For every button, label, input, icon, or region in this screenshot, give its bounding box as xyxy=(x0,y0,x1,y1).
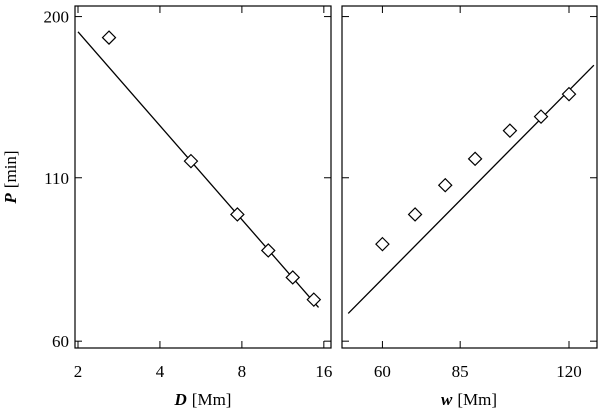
left-data-point xyxy=(285,270,301,285)
x-axis-symbol-left: D xyxy=(174,390,187,409)
left-x-tick-label: 16 xyxy=(315,362,332,381)
right-data-point xyxy=(375,236,390,252)
left-x-tick-label: 4 xyxy=(156,362,165,381)
left-x-tick-labels: 2 4 8 16 xyxy=(74,362,333,381)
left-data-point xyxy=(230,207,245,222)
left-fit-line-group xyxy=(77,31,320,308)
right-x-tick-label: 120 xyxy=(556,362,582,381)
right-data-points xyxy=(375,86,577,252)
plot-frame-right xyxy=(341,5,598,349)
left-data-point xyxy=(260,243,276,258)
left-data-point xyxy=(183,153,199,169)
left-fit-line xyxy=(77,31,320,308)
right-data-point xyxy=(533,109,549,124)
x-axis-unit-right: [Mm] xyxy=(457,390,497,409)
x-axis-label-right: w [Mm] xyxy=(441,390,497,409)
right-data-point xyxy=(561,86,577,102)
left-x-tick-label: 8 xyxy=(238,362,247,381)
right-data-point xyxy=(437,177,453,193)
left-y-tick-labels: 60 110 200 xyxy=(44,8,70,352)
y-axis-unit: [min] xyxy=(1,150,20,188)
right-data-point xyxy=(407,207,423,222)
left-data-point xyxy=(306,292,322,307)
y-tick-label: 60 xyxy=(52,332,69,351)
right-tick-marks xyxy=(342,6,597,348)
left-tick-marks xyxy=(75,6,331,348)
right-fit-line xyxy=(347,64,595,314)
right-x-tick-label: 60 xyxy=(374,362,391,381)
y-tick-label: 110 xyxy=(44,169,69,188)
left-data-point xyxy=(101,30,117,45)
plot-frame-left xyxy=(74,5,332,349)
right-x-tick-label: 85 xyxy=(452,362,469,381)
x-axis-unit-left: [Mm] xyxy=(192,390,232,409)
right-x-tick-labels: 60 85 120 xyxy=(374,362,582,381)
panel-width: 60 85 120 w [Mm] xyxy=(341,5,598,409)
y-axis-label: P [min] xyxy=(1,150,20,204)
right-data-point xyxy=(467,151,483,167)
right-data-point xyxy=(502,123,518,138)
y-tick-label: 200 xyxy=(44,8,70,27)
left-data-points xyxy=(101,30,322,307)
y-axis-symbol: P xyxy=(1,193,20,205)
x-axis-label-left: D [Mm] xyxy=(174,390,232,409)
panel-diameter: 2 4 8 16 60 110 200 D [Mm] P [min] xyxy=(1,5,333,409)
x-axis-symbol-right: w xyxy=(441,390,453,409)
right-fit-line-group xyxy=(347,64,595,314)
left-x-tick-label: 2 xyxy=(74,362,83,381)
